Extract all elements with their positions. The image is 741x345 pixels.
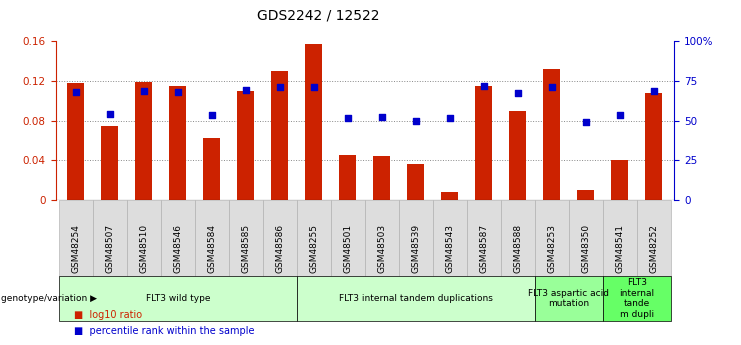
Text: FLT3 wild type: FLT3 wild type [146, 294, 210, 303]
Point [512, 90, 524, 96]
Text: GSM48255: GSM48255 [310, 224, 319, 273]
Text: GSM48507: GSM48507 [105, 224, 114, 273]
Bar [305, 45, 322, 200]
Text: GSM48254: GSM48254 [71, 224, 81, 273]
Text: GSM48510: GSM48510 [139, 224, 148, 273]
Point [138, 88, 150, 93]
Text: ■  log10 ratio: ■ log10 ratio [74, 310, 142, 320]
Bar [271, 71, 288, 200]
Point [342, 115, 354, 120]
Point [240, 87, 252, 92]
Text: FLT3 aspartic acid
mutation: FLT3 aspartic acid mutation [528, 289, 609, 308]
Text: GSM48587: GSM48587 [479, 224, 488, 273]
Text: GSM48546: GSM48546 [173, 224, 182, 273]
Bar [509, 111, 526, 200]
Bar [577, 190, 594, 200]
Bar [611, 160, 628, 200]
Bar [476, 86, 493, 200]
Point [648, 89, 659, 94]
Text: GSM48586: GSM48586 [276, 224, 285, 273]
Point [410, 118, 422, 124]
Point [376, 114, 388, 119]
Point [274, 84, 286, 89]
Bar [543, 69, 560, 200]
Text: GSM48541: GSM48541 [616, 224, 625, 273]
Text: genotype/variation ▶: genotype/variation ▶ [1, 294, 98, 303]
Text: ■  percentile rank within the sample: ■ percentile rank within the sample [74, 326, 255, 336]
Text: GSM48501: GSM48501 [343, 224, 353, 273]
Bar [102, 126, 119, 200]
Text: GSM48539: GSM48539 [411, 224, 420, 273]
Bar [339, 156, 356, 200]
Point [172, 89, 184, 95]
Bar [442, 192, 459, 200]
Text: GSM48588: GSM48588 [514, 224, 522, 273]
Point [478, 83, 490, 89]
Point [70, 89, 82, 95]
Text: GSM48350: GSM48350 [582, 224, 591, 273]
Point [444, 116, 456, 121]
Bar [170, 86, 187, 200]
Text: GSM48253: GSM48253 [548, 224, 556, 273]
Text: FLT3
internal
tande
m dupli: FLT3 internal tande m dupli [619, 278, 654, 318]
Text: GSM48543: GSM48543 [445, 224, 454, 273]
Point [546, 84, 558, 89]
Bar [408, 164, 425, 200]
Bar [373, 156, 391, 200]
Point [580, 119, 592, 124]
Text: FLT3 internal tandem duplications: FLT3 internal tandem duplications [339, 294, 493, 303]
Bar [237, 91, 254, 200]
Text: GSM48252: GSM48252 [649, 224, 659, 273]
Bar [645, 93, 662, 200]
Text: GSM48585: GSM48585 [242, 224, 250, 273]
Point [308, 84, 320, 89]
Text: GSM48584: GSM48584 [207, 224, 216, 273]
Point [104, 111, 116, 116]
Point [206, 112, 218, 118]
Text: GSM48503: GSM48503 [377, 224, 387, 273]
Bar [136, 82, 153, 200]
Point [614, 112, 626, 118]
Bar [67, 83, 84, 200]
Text: GDS2242 / 12522: GDS2242 / 12522 [257, 9, 380, 23]
Bar [204, 138, 221, 200]
